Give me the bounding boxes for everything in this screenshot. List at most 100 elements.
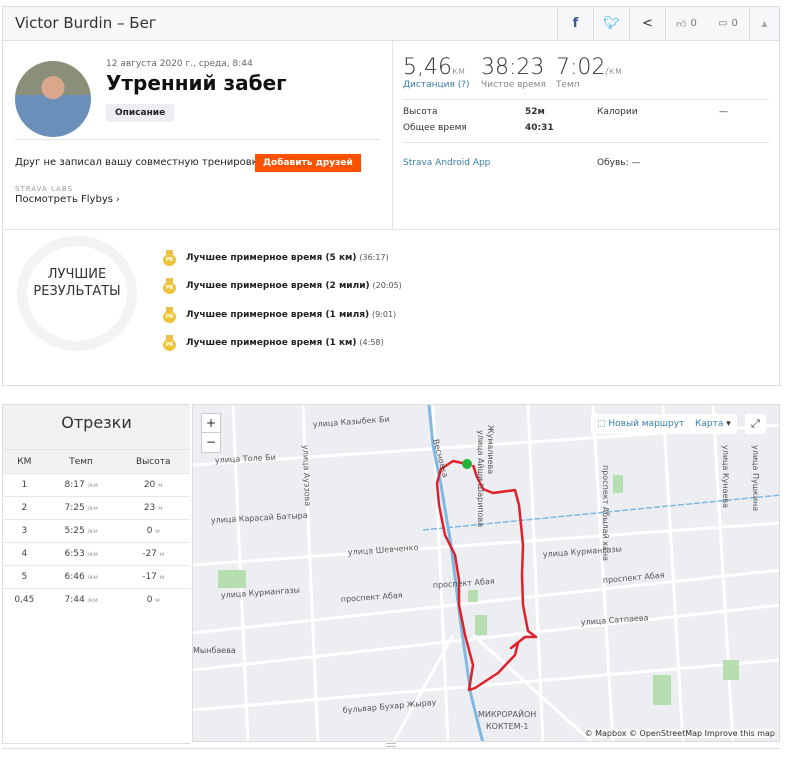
zoom-out-button[interactable]: − — [205, 435, 217, 449]
description-button[interactable]: Описание — [106, 104, 175, 122]
divider — [3, 229, 779, 230]
fullscreen-button[interactable]: ⤢ — [745, 414, 766, 434]
map-street-label: улица Ауэзова — [301, 445, 312, 507]
split-elevation: -17 м — [116, 565, 190, 589]
map-street-label: улица Кунаева — [721, 445, 730, 508]
splits-panel: Отрезки КМ Темп Высота 1 8:17 /км 20 м 2 7:2… — [2, 404, 190, 744]
map-canvas[interactable]: улица Казыбек Би улица Толе Би улица Ауэзо… — [193, 405, 780, 742]
split-elevation: 0 м — [116, 588, 190, 612]
distance-unit: км — [451, 66, 466, 77]
split-km: 0,45 — [3, 588, 46, 612]
column-header: Высота — [116, 449, 190, 474]
map-street-label: улица Казыбек Би — [313, 415, 390, 429]
achievement-item: Лучшее примерное время (1 км) (4:58) — [163, 335, 384, 351]
resize-handle[interactable] — [386, 743, 396, 747]
calories-label: Калории — [597, 107, 638, 117]
split-row[interactable]: 0,45 7:44 /км 0 м — [3, 588, 190, 612]
map-street-label: бульвар Бухар Жырау — [342, 698, 437, 715]
distance-value: 5,46 — [403, 55, 452, 80]
split-row[interactable]: 1 8:17 /км 20 м — [3, 473, 190, 497]
caret-down-icon: ▾ — [726, 419, 731, 429]
split-pace: 7:44 /км — [45, 588, 117, 612]
achievement-item: Лучшее примерное время (5 км) (36:17) — [163, 250, 389, 266]
elevation-label: Высота — [403, 107, 438, 117]
map-street-label: проспект Абая — [341, 591, 404, 604]
split-row[interactable]: 3 5:25 /км 0 м — [3, 519, 190, 543]
map-street-label: улица Сатпаева — [581, 613, 649, 627]
moving-time-label: Чистое время — [481, 80, 546, 90]
map-street-label: Мынбаева — [193, 646, 236, 655]
wreath-icon — [17, 236, 137, 351]
map-street-label: проспект Абая — [433, 577, 496, 590]
split-row[interactable]: 4 6:53 /км -27 м — [3, 542, 190, 566]
route-map[interactable]: улица Казыбек Би улица Толе Би улица Ауэзо… — [192, 404, 780, 742]
map-street-label: Жумалиева — [486, 425, 495, 474]
twitter-share-button[interactable]: 🐦︎ — [593, 7, 629, 40]
activity-date: 12 августа 2020 г., среда, 8:44 — [106, 59, 253, 69]
kudos-button[interactable]: 👍︎ 0 — [665, 7, 707, 40]
distance-label[interactable]: Дистанция (?) — [403, 80, 470, 90]
split-pace: 7:25 /км — [45, 496, 117, 520]
flybys-label: Посмотреть Flybys — [15, 194, 113, 205]
pr-medal-icon — [163, 278, 176, 294]
collapse-button[interactable]: ▲ — [749, 7, 779, 40]
avatar[interactable] — [15, 61, 91, 137]
route-icon: ⬚ — [597, 419, 606, 429]
split-elevation: 0 м — [116, 519, 190, 543]
comments-button[interactable]: ▭ 0 — [707, 7, 749, 40]
thumbs-up-icon: 👍︎ — [676, 18, 687, 30]
chevron-right-icon: › — [116, 195, 120, 205]
expand-icon: ⤢ — [751, 417, 760, 430]
activity-name: Утренний забег — [106, 71, 287, 95]
map-street-label: КОКТЕМ-1 — [486, 722, 528, 731]
divider — [392, 41, 393, 229]
strava-labs-label: STRAVA LABS — [15, 185, 73, 193]
map-attribution[interactable]: © Mapbox © OpenStreetMap Improve this ma… — [584, 729, 775, 738]
page-title: Victor Burdin – Бег — [15, 14, 157, 32]
map-street-label: МИКРОРАЙОН — [478, 708, 536, 719]
zoom-in-button[interactable]: + — [202, 414, 220, 433]
split-km: 3 — [3, 519, 46, 543]
moving-time-stat: 38:23 Чистое время — [481, 55, 546, 90]
elapsed-label: Общее время — [403, 123, 467, 133]
twitter-icon: 🐦︎ — [603, 16, 620, 31]
facebook-share-button[interactable]: f — [557, 7, 593, 40]
achievement-item: Лучшее примерное время (1 миля) (9:01) — [163, 307, 396, 323]
split-pace: 5:25 /км — [45, 519, 117, 543]
share-icon: < — [642, 16, 653, 31]
map-street-label: улица Пушкина — [751, 445, 760, 511]
calories-value: — — [719, 107, 728, 117]
new-route-button[interactable]: ⬚ Новый маршрут — [591, 414, 691, 434]
split-row[interactable]: 2 7:25 /км 23 м — [3, 496, 190, 520]
distance-stat: 5,46км Дистанция (?) — [403, 55, 470, 90]
split-elevation: 20 м — [116, 473, 190, 497]
shoes-value: Обувь: — — [597, 158, 641, 168]
achievement-item: Лучшее примерное время (2 мили) (20:05) — [163, 278, 402, 294]
activity-summary: 12 августа 2020 г., среда, 8:44 Утренний… — [2, 41, 780, 386]
share-button[interactable]: < — [629, 7, 665, 40]
flybys-link[interactable]: Посмотреть Flybys › — [15, 194, 120, 205]
map-street-label: улица Айши Шарипова — [476, 430, 485, 527]
friend-prompt: Друг не записал вашу совместную трениров… — [15, 157, 269, 168]
map-street-label: проспект Абылай хана — [601, 465, 610, 561]
split-pace: 6:53 /км — [45, 542, 117, 566]
activity-header: Victor Burdin – Бег f 🐦︎ < 👍︎ 0 ▭ 0 ▲ — [2, 6, 780, 41]
column-header: КМ — [3, 449, 46, 474]
map-type-dropdown[interactable]: Карта ▾ — [689, 414, 737, 434]
divider — [403, 142, 769, 143]
split-km: 1 — [3, 473, 46, 497]
pace-stat: 7:02/км Темп — [556, 55, 622, 90]
add-friends-button[interactable]: Добавить друзей — [255, 154, 361, 172]
elevation-value: 52м — [525, 107, 545, 117]
start-marker — [462, 459, 472, 469]
column-header: Темп — [45, 449, 117, 474]
split-elevation: 23 м — [116, 496, 190, 520]
device-link[interactable]: Strava Android App — [403, 158, 491, 168]
kudos-count: 0 — [690, 18, 697, 29]
pace-label: Темп — [556, 80, 580, 90]
map-street-label: улица Толе Би — [215, 453, 276, 465]
comment-count: 0 — [731, 18, 738, 29]
split-row[interactable]: 5 6:46 /км -17 м — [3, 565, 190, 589]
split-pace: 6:46 /км — [45, 565, 117, 589]
route-line — [435, 459, 538, 692]
